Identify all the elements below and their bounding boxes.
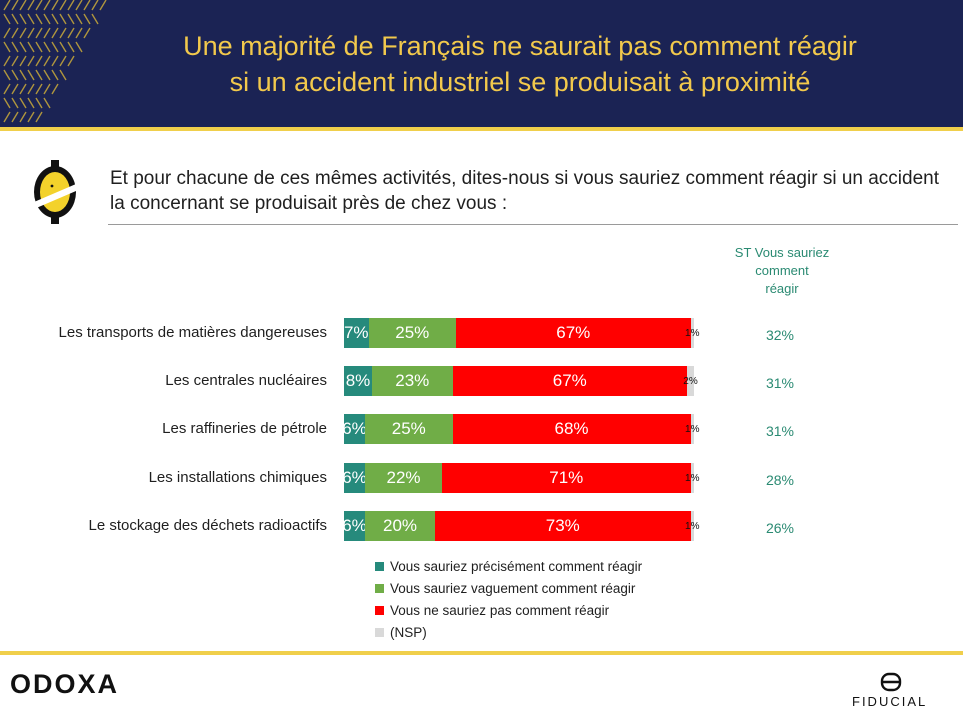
title-line-1: Une majorité de Français ne saurait pas … [183,31,857,61]
question-underline [108,224,958,225]
data-label: 71% [549,468,584,487]
bar-segment-pas: 73% [435,511,691,541]
bar-segment-vaguement: 23% [372,366,453,396]
data-label: 25% [391,419,426,438]
bar-segment-precisement: 6% [342,463,367,493]
legend-swatch-pas [375,605,384,615]
legend-label-nsp: (NSP) [390,624,427,640]
data-label: 8% [345,371,371,390]
data-label: 2% [683,375,698,387]
legend-swatch-nsp [375,627,384,637]
bar-segment-pas: 67% [452,366,687,396]
legend-item-precisement: Vous sauriez précisément comment réagir [375,558,642,574]
odoxa-question-icon [34,160,76,224]
data-label: 6% [342,419,367,438]
data-label: 1% [685,472,700,484]
category-label: Les raffineries de pétrole [162,420,327,437]
st-value: 32% [765,327,795,343]
st-value: 26% [765,520,795,536]
question-text: Et pour chacune de ces mêmes activités, … [110,166,950,216]
category-label: Les centrales nucléaires [165,372,327,389]
data-label: 6% [342,516,367,535]
category-label: Le stockage des déchets radioactifs [88,517,327,534]
data-label: 20% [382,516,418,535]
bar-segment-vaguement: 25% [368,318,456,348]
data-label: 1% [685,327,700,339]
data-label: 1% [685,423,700,435]
page-title: Une majorité de Français ne saurait pas … [110,28,930,100]
decorative-pattern-icon [3,0,107,123]
data-label: 6% [342,468,367,487]
bar-segment-nsp: 1% [685,318,699,348]
question-line-2: la concernant se produisait près de chez… [110,193,508,214]
legend-item-nsp: (NSP) [375,624,642,640]
chart-legend: Vous sauriez précisément comment réagir … [375,558,642,646]
st-header-line-2: comment [755,263,809,278]
legend-swatch-precisement [375,561,384,571]
bar-segment-pas: 68% [452,414,691,444]
st-value: 28% [765,472,795,488]
st-header-line-1: ST Vous sauriez [734,245,830,260]
data-label: 67% [556,323,591,342]
bar-segment-nsp: 1% [685,414,699,444]
header-banner: Une majorité de Français ne saurait pas … [0,0,963,127]
data-label: 73% [545,516,580,535]
data-label: 1% [685,520,700,532]
data-label: 67% [552,371,587,390]
bar-segment-vaguement: 20% [365,511,435,541]
data-label: 22% [386,468,421,487]
bar-segment-precisement: 7% [344,318,369,348]
bar-segment-vaguement: 25% [365,414,453,444]
legend-swatch-vaguement [375,583,384,593]
bar-segment-precisement: 6% [342,414,367,444]
st-column-header: ST Vous sauriez comment réagir [722,244,842,298]
category-label: Les transports de matières dangereuses [58,324,327,341]
bar-segment-nsp: 1% [685,463,699,493]
legend-label-precisement: Vous sauriez précisément comment réagir [390,558,643,574]
legend-label-vaguement: Vous sauriez vaguement comment réagir [390,580,636,596]
legend-item-vaguement: Vous sauriez vaguement comment réagir [375,580,642,596]
question-line-1: Et pour chacune de ces mêmes activités, … [110,168,939,189]
legend-item-pas: Vous ne sauriez pas comment réagir [375,602,642,618]
bar-segment-nsp: 2% [683,366,698,396]
fiducial-logo: FIDUCIAL [852,694,928,709]
data-label: 25% [395,323,430,342]
st-value: 31% [765,375,795,391]
category-label: Les installations chimiques [148,469,327,486]
title-line-2: si un accident industriel se produisait … [229,67,811,97]
odoxa-logo: ODOXA [10,669,120,699]
bar-segment-pas: 67% [456,318,691,348]
bar-segment-precisement: 8% [344,366,372,396]
data-label: 68% [554,419,589,438]
header-divider [0,127,963,131]
bar-segment-pas: 71% [442,463,691,493]
data-label: 7% [343,323,369,342]
footer-divider [0,651,963,655]
bar-segment-vaguement: 22% [365,463,442,493]
fiducial-logo-icon [880,672,902,692]
legend-label-pas: Vous ne sauriez pas comment réagir [390,602,610,618]
bar-segment-nsp: 1% [685,511,699,541]
bar-segment-precisement: 6% [342,511,367,541]
st-header-line-3: réagir [765,281,799,296]
data-label: 23% [395,371,430,390]
st-value: 31% [765,423,795,439]
